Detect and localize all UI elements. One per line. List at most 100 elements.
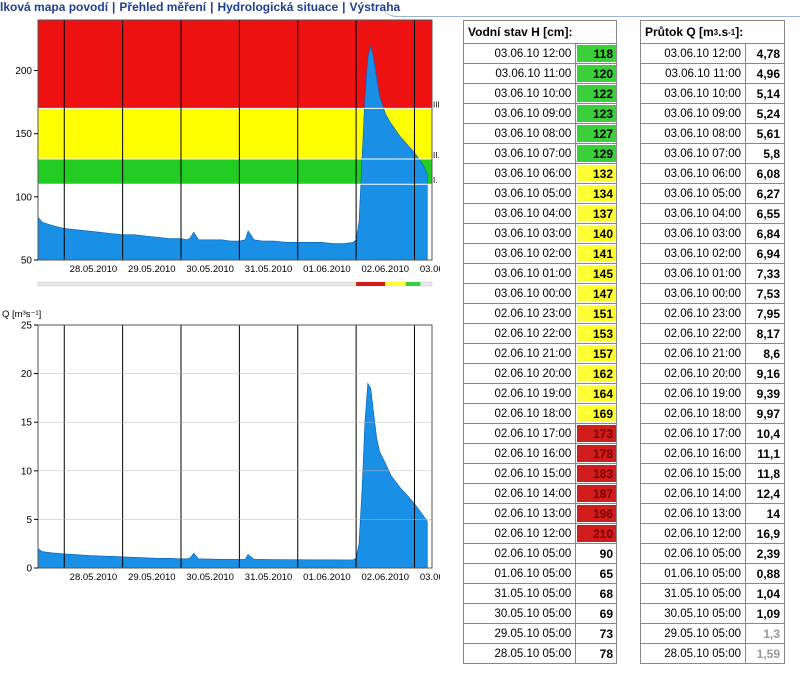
series-area xyxy=(37,382,428,569)
x-tick-label: 01.06.2010 xyxy=(303,572,351,583)
table-row: 02.06.10 13:00 14 xyxy=(640,504,785,524)
row-datetime: 02.06.10 14:00 xyxy=(464,484,577,503)
nav-separator: | xyxy=(112,0,116,14)
table-row: 03.06.10 03:00 6,84 xyxy=(640,224,785,244)
row-datetime: 03.06.10 11:00 xyxy=(641,64,746,83)
x-tick-label: 31.05.2010 xyxy=(245,572,293,583)
discharge-value: 5,61 xyxy=(756,126,780,141)
row-datetime: 03.06.10 05:00 xyxy=(641,184,746,203)
top-navigation: lková mapa povodí | Přehled měření | Hydrolo… xyxy=(0,0,400,18)
table-row: 03.06.10 09:00 123 xyxy=(463,104,617,124)
table-row: 02.06.10 12:00 16,9 xyxy=(640,524,785,544)
row-datetime: 02.06.10 20:00 xyxy=(641,364,746,383)
water-level-value: 153 xyxy=(577,325,616,342)
table-row: 02.06.10 21:00 8,6 xyxy=(640,344,785,364)
y-tick-label: 5 xyxy=(26,515,32,526)
table-row: 03.06.10 02:00 6,94 xyxy=(640,244,785,264)
water-level-value: 73 xyxy=(577,625,616,642)
x-tick-label: 01.06.2010 xyxy=(303,264,351,275)
water-level-value: 137 xyxy=(577,205,616,222)
row-datetime: 03.06.10 00:00 xyxy=(464,284,577,303)
table-row: 28.05.10 05:00 1,59 xyxy=(640,644,785,664)
row-datetime: 30.05.10 05:00 xyxy=(464,604,577,623)
row-datetime: 02.06.10 19:00 xyxy=(464,384,577,403)
nav-separator: | xyxy=(342,0,346,14)
discharge-value: 6,27 xyxy=(756,186,780,201)
plot-frame xyxy=(37,324,433,569)
discharge-table-header: Průtok Q [m 3 .s -1]: xyxy=(640,20,785,44)
row-datetime: 02.06.10 05:00 xyxy=(464,544,577,563)
row-datetime: 02.06.10 05:00 xyxy=(641,544,746,563)
row-datetime: 02.06.10 18:00 xyxy=(641,404,746,423)
water-level-value: 210 xyxy=(577,525,616,542)
table-row: 03.06.10 00:00 7,53 xyxy=(640,284,785,304)
discharge-value: 8,17 xyxy=(756,326,780,341)
row-datetime: 02.06.10 21:00 xyxy=(641,344,746,363)
discharge-value: 9,97 xyxy=(756,406,780,421)
row-datetime: 30.05.10 05:00 xyxy=(641,604,746,623)
table-row: 31.05.10 05:00 1,04 xyxy=(640,584,785,604)
discharge-value: 6,55 xyxy=(756,206,780,221)
table-row: 02.06.10 19:00 9,39 xyxy=(640,384,785,404)
discharge-value: 12,4 xyxy=(756,486,780,501)
table-row: 02.06.10 18:00 169 xyxy=(463,404,617,424)
nav-link-hydro-situation[interactable]: Hydrologická situace xyxy=(217,0,339,14)
table-row: 02.06.10 15:00 183 xyxy=(463,464,617,484)
row-datetime: 03.06.10 04:00 xyxy=(641,204,746,223)
table-row: 29.05.10 05:00 1,3 xyxy=(640,624,785,644)
table-row: 03.06.10 12:00 118 xyxy=(463,44,617,64)
table-row: 02.06.10 23:00 7,95 xyxy=(640,304,785,324)
row-datetime: 02.06.10 23:00 xyxy=(464,304,577,323)
discharge-value: 10,4 xyxy=(756,426,780,441)
table-row: 02.06.10 16:00 178 xyxy=(463,444,617,464)
row-datetime: 03.06.10 03:00 xyxy=(464,224,577,243)
discharge-rows: 03.06.10 12:00 4,78 03.06.10 11:00 4,96 03.0… xyxy=(640,44,785,664)
water-level-value: 65 xyxy=(577,565,616,582)
y-axis-label: Q [m³s⁻¹] xyxy=(2,309,41,320)
row-datetime: 02.06.10 12:00 xyxy=(641,524,746,543)
x-tick-label: 03.06.2010 xyxy=(420,264,440,275)
discharge-value: 14 xyxy=(766,506,780,521)
row-datetime: 02.06.10 17:00 xyxy=(641,424,746,443)
table-row: 03.06.10 12:00 4,78 xyxy=(640,44,785,64)
discharge-header-text: .s xyxy=(718,25,729,39)
table-row: 02.06.10 22:00 153 xyxy=(463,324,617,344)
discharge-value: 5,8 xyxy=(763,146,780,161)
water-level-value: 151 xyxy=(577,305,616,322)
discharge-value: 7,33 xyxy=(756,266,780,281)
threshold-label: I. xyxy=(433,176,437,185)
discharge-value: 0,88 xyxy=(756,566,780,581)
row-datetime: 31.05.10 05:00 xyxy=(464,584,577,603)
water-level-value: 178 xyxy=(577,445,616,462)
x-tick-label: 28.05.2010 xyxy=(70,264,118,275)
discharge-value: 9,39 xyxy=(756,386,780,401)
water-level-value: 90 xyxy=(577,545,616,562)
row-datetime: 03.06.10 03:00 xyxy=(641,224,746,243)
water-level-value: 162 xyxy=(577,365,616,382)
nav-link-measurements[interactable]: Přehled měření xyxy=(119,0,207,14)
row-datetime: 03.06.10 06:00 xyxy=(641,164,746,183)
table-row: 03.06.10 10:00 122 xyxy=(463,84,617,104)
water-level-table-header: Vodní stav H [cm]: xyxy=(463,20,617,44)
nav-link-map[interactable]: lková mapa povodí xyxy=(0,0,109,14)
row-datetime: 03.06.10 02:00 xyxy=(464,244,577,263)
x-tick-label: 31.05.2010 xyxy=(245,264,293,275)
y-tick-label: 10 xyxy=(21,466,33,477)
water-level-value: 196 xyxy=(577,505,616,522)
status-strip-segment xyxy=(385,282,406,286)
water-level-value: 69 xyxy=(577,605,616,622)
chart-water-level: I. II. III. 50 100 150 200 28.05.2010 29.05.2010… xyxy=(15,19,440,275)
table-row: 02.06.10 13:00 196 xyxy=(463,504,617,524)
water-level-value: 78 xyxy=(577,645,616,662)
x-tick-label: 29.05.2010 xyxy=(128,572,176,583)
discharge-header-sup: 3 xyxy=(713,27,719,37)
table-row: 30.05.10 05:00 69 xyxy=(463,604,617,624)
threshold-label: III. xyxy=(433,100,440,109)
water-level-value: 123 xyxy=(577,105,616,122)
table-row: 02.06.10 23:00 151 xyxy=(463,304,617,324)
chart-discharge: 0 5 10 15 20 25 28.05.2010 29.05.2010 30.05.2010… xyxy=(2,309,440,583)
row-datetime: 02.06.10 18:00 xyxy=(464,404,577,423)
row-datetime: 02.06.10 12:00 xyxy=(464,524,577,543)
discharge-header-text: ]: xyxy=(735,25,744,39)
discharge-value: 5,24 xyxy=(756,106,780,121)
